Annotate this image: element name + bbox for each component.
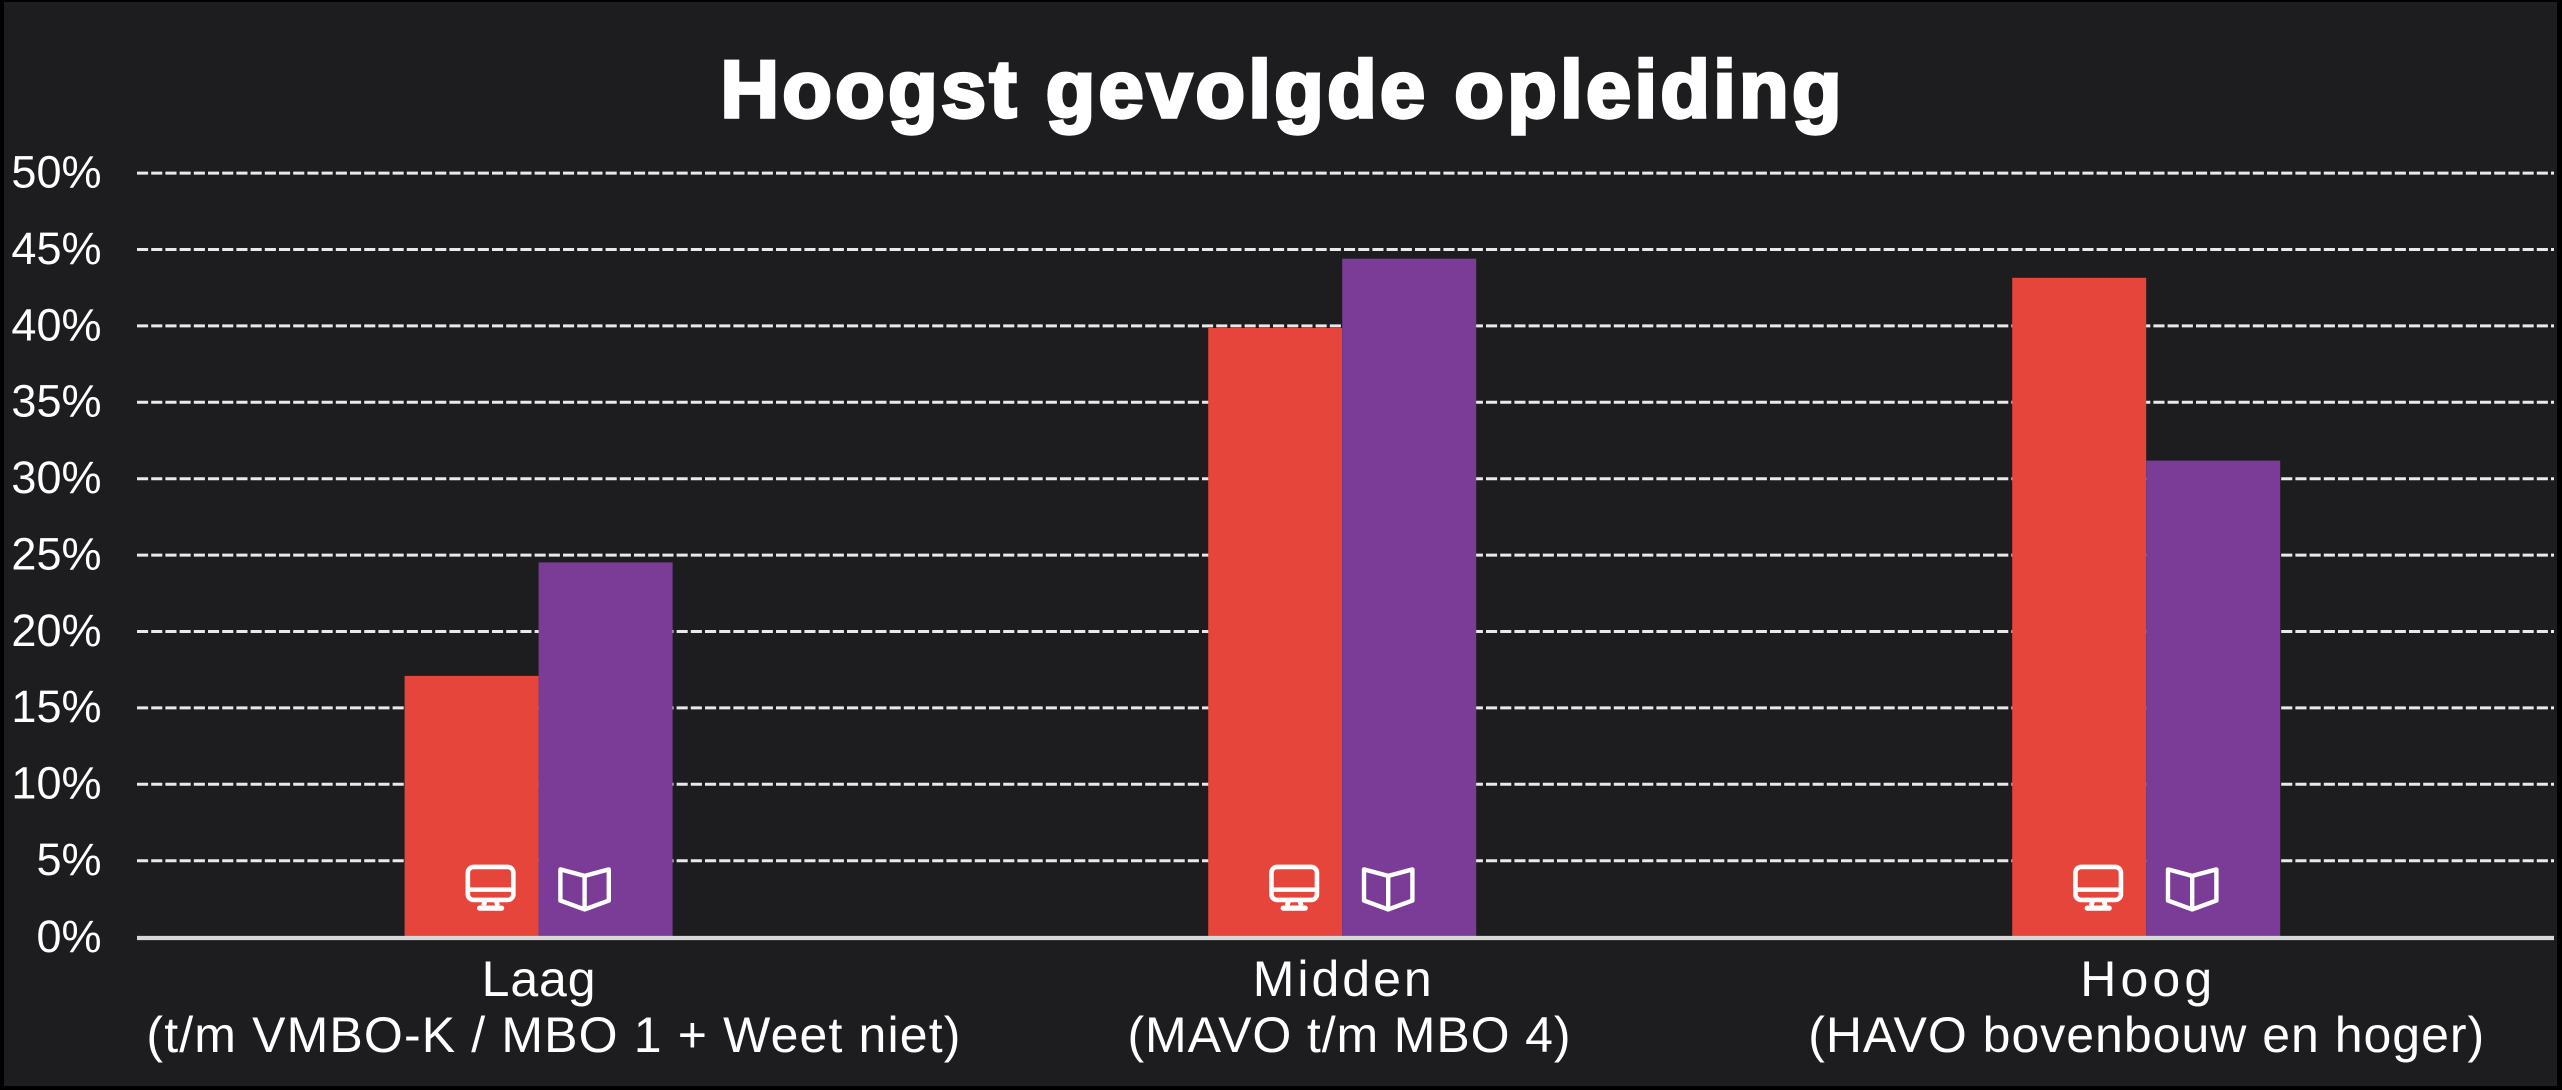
svg-text:30%: 30% xyxy=(11,452,101,503)
svg-text:Midden: Midden xyxy=(1253,951,1432,1007)
svg-text:50%: 50% xyxy=(11,147,101,198)
svg-text:25%: 25% xyxy=(11,529,101,580)
svg-text:Hoogst gevolgde opleiding: Hoogst gevolgde opleiding xyxy=(721,45,1842,135)
svg-text:Hoog: Hoog xyxy=(2080,951,2212,1007)
svg-text:35%: 35% xyxy=(11,376,101,427)
svg-text:(t/m VMBO-K / MBO 1 + Weet nie: (t/m VMBO-K / MBO 1 + Weet niet) xyxy=(146,1007,960,1063)
svg-text:20%: 20% xyxy=(11,605,101,656)
svg-text:Laag: Laag xyxy=(482,951,596,1007)
svg-text:0%: 0% xyxy=(36,911,101,962)
svg-text:10%: 10% xyxy=(11,758,101,809)
svg-text:5%: 5% xyxy=(36,834,101,885)
svg-text:45%: 45% xyxy=(11,223,101,274)
svg-text:(HAVO bovenbouw en hoger): (HAVO bovenbouw en hoger) xyxy=(1808,1007,2484,1063)
svg-text:40%: 40% xyxy=(11,299,101,350)
svg-text:15%: 15% xyxy=(11,681,101,732)
svg-text:(MAVO t/m MBO 4): (MAVO t/m MBO 4) xyxy=(1128,1007,1571,1063)
